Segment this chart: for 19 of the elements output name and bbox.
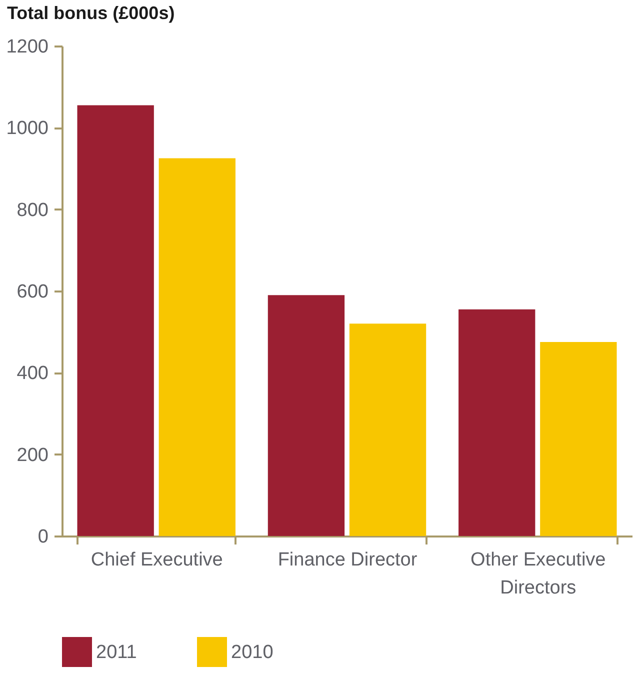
legend-label: 2011 [96, 642, 137, 663]
y-tick-label: 0 [38, 526, 48, 548]
bar [540, 342, 617, 536]
bar [458, 309, 536, 536]
chart-title: Total bonus (£000s) [7, 3, 175, 23]
y-tick-label: 600 [16, 282, 48, 302]
x-tick-label: Finance Director [278, 550, 418, 570]
bar [158, 158, 236, 536]
y-tick-label: 1200 [6, 36, 48, 58]
x-tick-label: Chief Executive [90, 550, 223, 570]
bar [349, 324, 426, 536]
bar [77, 105, 154, 536]
y-tick-label: 400 [16, 363, 48, 384]
bar [268, 295, 345, 536]
y-tick-label: 800 [16, 200, 48, 221]
legend-label: 2010 [231, 642, 274, 663]
y-tick-label: 1000 [6, 118, 48, 140]
x-tick-label: Other Executive Directors [470, 550, 606, 598]
y-tick-label: 200 [16, 444, 48, 466]
